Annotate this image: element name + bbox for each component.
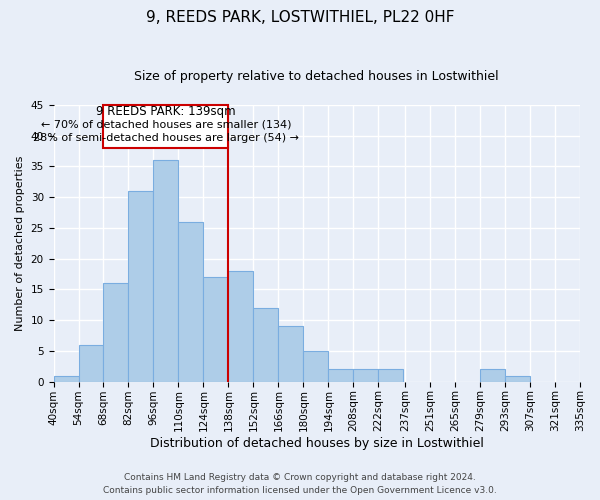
Bar bbox=[505, 376, 530, 382]
Bar bbox=[203, 277, 229, 382]
Bar bbox=[480, 370, 505, 382]
X-axis label: Distribution of detached houses by size in Lostwithiel: Distribution of detached houses by size … bbox=[150, 437, 484, 450]
Bar bbox=[154, 160, 178, 382]
Bar bbox=[304, 351, 328, 382]
Bar bbox=[103, 284, 128, 382]
FancyBboxPatch shape bbox=[103, 105, 229, 148]
Text: 9, REEDS PARK, LOSTWITHIEL, PL22 0HF: 9, REEDS PARK, LOSTWITHIEL, PL22 0HF bbox=[146, 10, 454, 25]
Text: 28% of semi-detached houses are larger (54) →: 28% of semi-detached houses are larger (… bbox=[33, 132, 299, 142]
Bar bbox=[178, 222, 203, 382]
Bar bbox=[253, 308, 278, 382]
Bar bbox=[278, 326, 304, 382]
Bar bbox=[128, 191, 154, 382]
Text: ← 70% of detached houses are smaller (134): ← 70% of detached houses are smaller (13… bbox=[41, 120, 291, 130]
Bar bbox=[53, 376, 79, 382]
Bar bbox=[229, 271, 253, 382]
Title: Size of property relative to detached houses in Lostwithiel: Size of property relative to detached ho… bbox=[134, 70, 499, 83]
Bar bbox=[79, 345, 103, 382]
Bar bbox=[353, 370, 379, 382]
Text: 9 REEDS PARK: 139sqm: 9 REEDS PARK: 139sqm bbox=[96, 105, 236, 118]
Y-axis label: Number of detached properties: Number of detached properties bbox=[15, 156, 25, 331]
Text: Contains HM Land Registry data © Crown copyright and database right 2024.
Contai: Contains HM Land Registry data © Crown c… bbox=[103, 473, 497, 495]
Bar bbox=[328, 370, 353, 382]
Bar bbox=[379, 370, 403, 382]
